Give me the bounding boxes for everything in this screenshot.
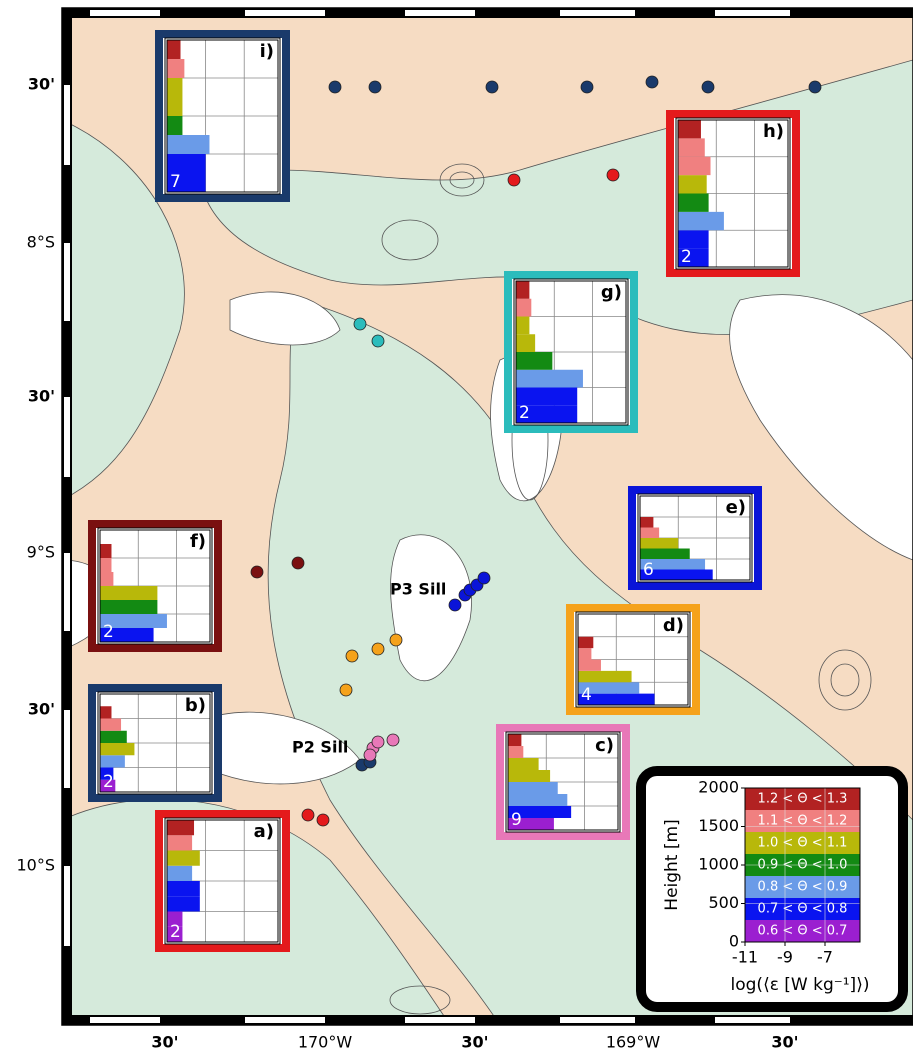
- bar: [167, 97, 182, 116]
- bar: [167, 135, 209, 154]
- bar: [640, 517, 653, 528]
- station-count: 7: [170, 172, 181, 192]
- station-count: 4: [581, 685, 592, 705]
- bar: [100, 743, 134, 755]
- station-count: 9: [511, 810, 522, 830]
- y-tick-label: 1000: [698, 855, 739, 874]
- bar: [640, 528, 659, 539]
- bar: [100, 572, 113, 586]
- lat-label: 10°S: [16, 856, 55, 875]
- bar: [167, 78, 182, 97]
- legend-label: 0.8 < Θ < 0.9: [758, 880, 848, 895]
- map-figure: P3 Sill P2 Sill 30' 8°S 30' 9°S 30' 10°S 30' 17…: [0, 0, 913, 1055]
- annotation: P2 Sill: [292, 738, 348, 757]
- bar: [508, 782, 558, 794]
- bar: [516, 299, 531, 317]
- y-axis-label: Height [m]: [662, 819, 682, 910]
- lat-label: 30': [28, 700, 55, 719]
- panel-label: g): [601, 282, 622, 303]
- bar: [578, 637, 593, 648]
- bar: [167, 896, 200, 911]
- station-count: 2: [681, 247, 692, 267]
- page: P3 Sill P2 Sill 30' 8°S 30' 9°S 30' 10°S 30' 17…: [0, 0, 913, 1055]
- bar: [578, 648, 591, 659]
- bar: [516, 317, 529, 335]
- x-tick-label: -7: [817, 948, 833, 967]
- bar: [678, 175, 707, 193]
- panel-label: e): [726, 497, 746, 518]
- bar: [100, 706, 111, 718]
- bar: [167, 851, 200, 866]
- panel-label: i): [260, 41, 274, 62]
- bar: [100, 600, 157, 614]
- bar: [100, 755, 125, 767]
- y-tick-label: 2000: [698, 778, 739, 797]
- bar: [640, 538, 678, 549]
- bar: [640, 549, 690, 560]
- lat-label: 8°S: [27, 233, 55, 252]
- bar: [678, 138, 705, 156]
- legend-label: 0.6 < Θ < 0.7: [758, 924, 848, 939]
- bar: [678, 194, 709, 212]
- bar: [508, 746, 523, 758]
- station-count: 6: [643, 560, 654, 580]
- bar: [100, 719, 121, 731]
- panel-label: h): [763, 121, 784, 142]
- legend-label: 1.0 < Θ < 1.1: [758, 836, 848, 851]
- station-count: 2: [170, 922, 181, 942]
- panel-label: c): [595, 735, 614, 756]
- panel-label: f): [190, 531, 206, 552]
- y-tick-label: 1500: [698, 816, 739, 835]
- station-count: 2: [103, 622, 114, 642]
- bar: [516, 281, 529, 299]
- bar: [508, 794, 567, 806]
- bar: [508, 734, 521, 746]
- bar: [516, 352, 552, 370]
- lon-label: 30': [461, 1033, 488, 1052]
- bar: [167, 59, 184, 78]
- lat-label: 9°S: [27, 543, 55, 562]
- station-count: 2: [103, 772, 114, 792]
- lon-label: 30': [771, 1033, 798, 1052]
- y-tick-label: 500: [708, 893, 739, 912]
- panel-label: d): [663, 615, 684, 636]
- panel-label: a): [254, 821, 274, 842]
- bar: [167, 866, 192, 881]
- lon-label: 30': [151, 1033, 178, 1052]
- bar: [167, 116, 182, 135]
- legend-label: 1.2 < Θ < 1.3: [758, 792, 848, 807]
- bar: [678, 212, 724, 230]
- station-count: 2: [519, 403, 530, 423]
- bar: [678, 120, 701, 138]
- x-axis-label: log(⟨ε [W kg⁻¹]⟩): [731, 975, 870, 995]
- lon-label: 170°W: [298, 1033, 353, 1052]
- lat-label: 30': [28, 75, 55, 94]
- bar: [100, 544, 111, 558]
- bar: [100, 558, 111, 572]
- lon-label: 169°W: [606, 1033, 661, 1052]
- bar: [578, 660, 601, 671]
- bar: [167, 40, 181, 59]
- x-tick-label: -9: [777, 948, 793, 967]
- bar: [508, 770, 550, 782]
- lat-label: 30': [28, 387, 55, 406]
- bar: [167, 820, 194, 835]
- x-tick-label: -11: [732, 948, 758, 967]
- bar: [516, 334, 535, 352]
- panel-label: b): [185, 695, 206, 716]
- bar: [516, 370, 583, 388]
- bar: [678, 230, 709, 248]
- bar: [508, 758, 539, 770]
- annotation: P3 Sill: [390, 580, 446, 599]
- bar: [100, 586, 157, 600]
- bar: [167, 835, 192, 850]
- bar: [578, 671, 632, 682]
- bar: [167, 154, 206, 173]
- bar: [167, 881, 200, 896]
- bar: [100, 731, 127, 743]
- bar: [678, 157, 711, 175]
